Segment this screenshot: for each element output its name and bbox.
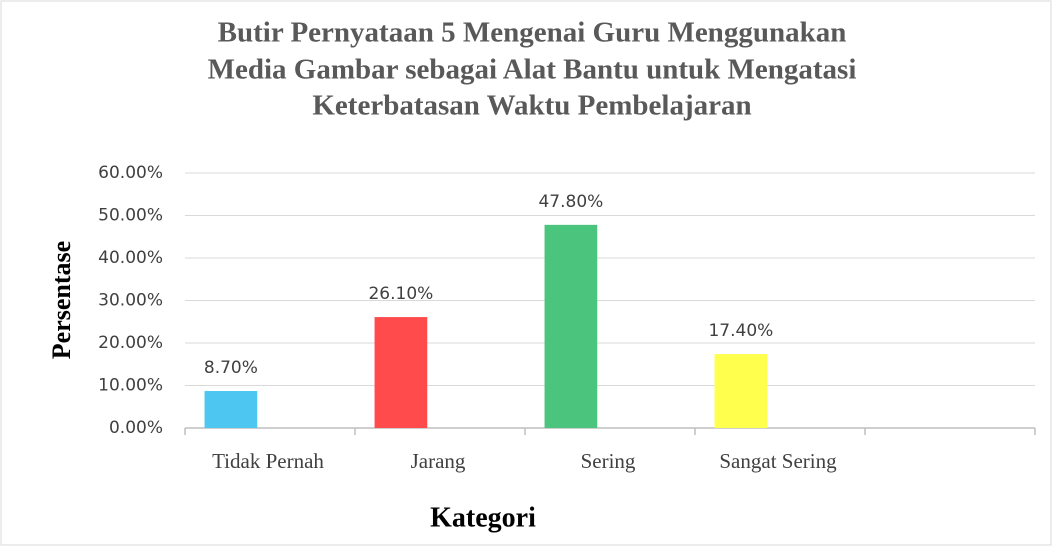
data-label: 26.10% bbox=[368, 284, 433, 304]
y-tick-label: 0.00% bbox=[109, 418, 163, 438]
x-tick-label: Sangat Sering bbox=[719, 449, 837, 473]
data-label: 8.70% bbox=[204, 358, 258, 378]
data-label: 17.40% bbox=[708, 321, 773, 341]
bar bbox=[204, 391, 258, 428]
bar bbox=[374, 317, 428, 428]
chart-title: Keterbatasan Waktu Pembelajaran bbox=[312, 90, 751, 122]
y-axis-label: Persentase bbox=[47, 241, 76, 359]
chart-title: Butir Pernyataan 5 Mengenai Guru Menggun… bbox=[218, 17, 847, 49]
y-tick-label: 40.00% bbox=[98, 248, 163, 268]
x-tick-label: Jarang bbox=[411, 449, 466, 473]
data-label: 47.80% bbox=[538, 192, 603, 212]
x-tick-label: Tidak Pernah bbox=[212, 449, 324, 473]
bar bbox=[714, 354, 768, 428]
x-tick-label: Sering bbox=[581, 449, 636, 473]
chart-title: Media Gambar sebagai Alat Bantu untuk Me… bbox=[208, 54, 857, 86]
y-tick-label: 50.00% bbox=[98, 206, 163, 226]
x-axis-label: Kategori bbox=[430, 502, 536, 533]
y-tick-label: 30.00% bbox=[98, 291, 163, 311]
y-tick-label: 20.00% bbox=[98, 333, 163, 353]
bar bbox=[544, 224, 598, 428]
y-tick-label: 10.00% bbox=[98, 376, 163, 396]
y-tick-label: 60.00% bbox=[98, 163, 163, 183]
